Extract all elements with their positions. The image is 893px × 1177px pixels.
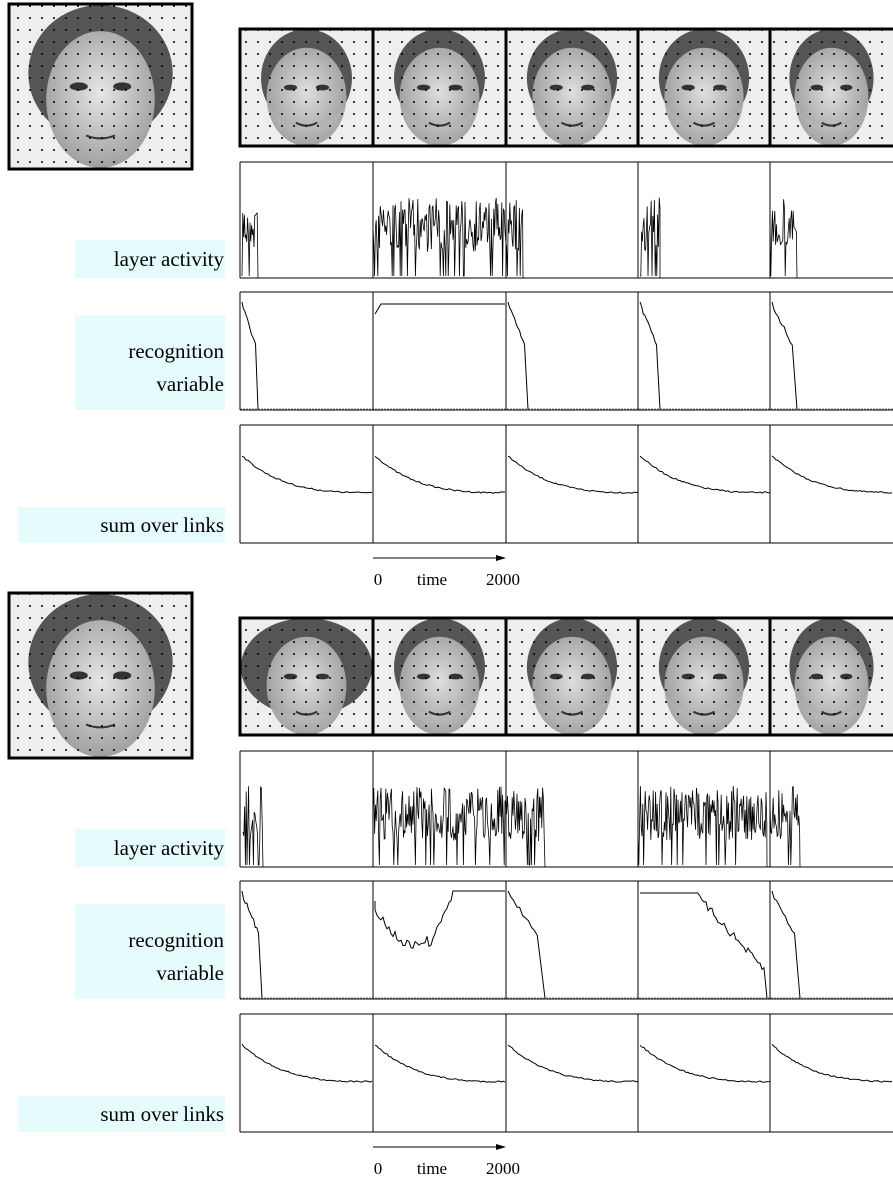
links-trace bbox=[772, 1044, 892, 1082]
arrow-head bbox=[496, 555, 506, 561]
face-image bbox=[10, 594, 191, 757]
plot-frame bbox=[240, 162, 893, 278]
dot-grid bbox=[506, 618, 638, 735]
recognition-trace bbox=[375, 891, 505, 948]
links-trace bbox=[640, 456, 770, 493]
axis-label: time bbox=[417, 1159, 447, 1177]
links-trace bbox=[375, 456, 505, 493]
axis-start: 0 bbox=[374, 1159, 383, 1177]
face-image bbox=[373, 29, 506, 146]
face-image bbox=[240, 618, 373, 735]
face-image bbox=[638, 29, 770, 146]
recognition-trace bbox=[640, 302, 660, 409]
recognition-trace bbox=[640, 893, 767, 998]
activity-trace bbox=[243, 786, 263, 867]
face-image bbox=[10, 5, 191, 168]
plot-frame bbox=[240, 425, 893, 543]
row-label: layer activity bbox=[114, 836, 225, 860]
recognition-trace bbox=[508, 302, 528, 409]
dot-grid bbox=[770, 618, 893, 735]
dot-grid bbox=[10, 5, 191, 168]
face-image bbox=[638, 618, 770, 735]
activity-trace bbox=[242, 213, 258, 278]
links-trace bbox=[772, 456, 892, 493]
recognition-trace bbox=[772, 891, 800, 998]
row-label: sum over links bbox=[100, 513, 224, 537]
activity-trace bbox=[770, 786, 800, 867]
activity-trace bbox=[640, 198, 660, 278]
dot-grid bbox=[373, 618, 506, 735]
row-label: recognition bbox=[128, 928, 224, 952]
arrow-head bbox=[496, 1144, 506, 1150]
face-image bbox=[506, 618, 638, 735]
activity-trace bbox=[770, 199, 797, 278]
recognition-trace bbox=[242, 891, 262, 998]
face-image bbox=[240, 29, 373, 146]
links-trace bbox=[508, 456, 638, 493]
links-trace bbox=[242, 456, 372, 492]
face-image bbox=[373, 618, 506, 735]
dot-grid bbox=[638, 618, 770, 735]
plot-frame bbox=[240, 1014, 893, 1132]
dot-grid bbox=[10, 594, 191, 757]
dot-grid bbox=[240, 618, 373, 735]
row-label: recognition bbox=[128, 339, 224, 363]
axis-label: time bbox=[417, 570, 447, 589]
row-label: variable bbox=[156, 372, 224, 396]
recognition-trace bbox=[508, 891, 545, 998]
plot-frame bbox=[240, 292, 893, 410]
axis-end: 2000 bbox=[486, 1159, 520, 1177]
links-trace bbox=[640, 1045, 770, 1082]
row-label: sum over links bbox=[100, 1102, 224, 1126]
recognition-trace bbox=[375, 304, 505, 314]
links-trace bbox=[242, 1044, 372, 1082]
links-trace bbox=[508, 1045, 638, 1082]
activity-trace bbox=[373, 198, 523, 278]
activity-trace bbox=[638, 786, 767, 867]
axis-start: 0 bbox=[374, 570, 383, 589]
activity-trace bbox=[373, 787, 545, 867]
row-label: variable bbox=[156, 961, 224, 985]
recognition-trace bbox=[772, 302, 797, 409]
dot-grid bbox=[770, 29, 893, 146]
face-image bbox=[770, 29, 893, 146]
face-image bbox=[506, 29, 638, 146]
row-label: layer activity bbox=[114, 247, 225, 271]
figure: layer activity recognition variable sum ove… bbox=[0, 0, 893, 1177]
dot-grid bbox=[638, 29, 770, 146]
dot-grid bbox=[240, 29, 373, 146]
axis-end: 2000 bbox=[486, 570, 520, 589]
face-image bbox=[770, 618, 893, 735]
dot-grid bbox=[506, 29, 638, 146]
links-trace bbox=[375, 1045, 505, 1082]
dot-grid bbox=[373, 29, 506, 146]
recognition-trace bbox=[242, 302, 258, 409]
